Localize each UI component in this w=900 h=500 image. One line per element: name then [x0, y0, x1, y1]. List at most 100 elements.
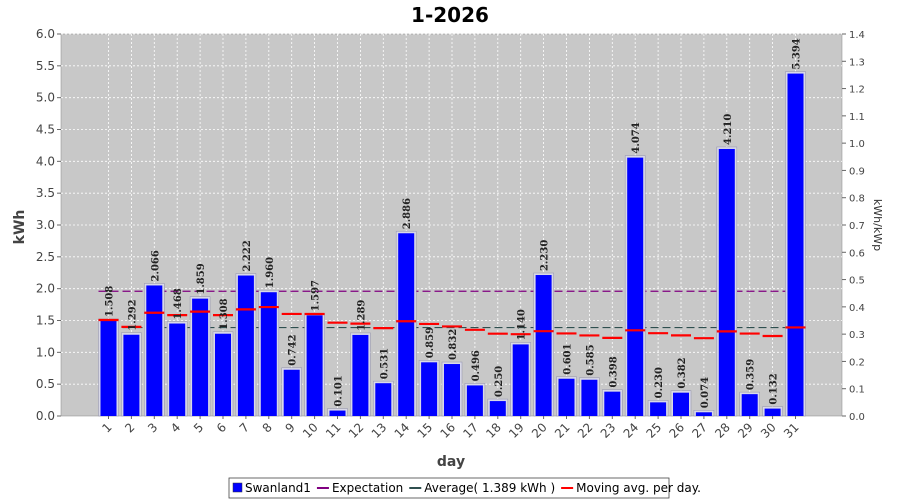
y2-tick-label: 0.9	[849, 166, 865, 177]
y-tick-label: 4.0	[36, 154, 55, 168]
x-tick-label: 27	[689, 420, 710, 441]
x-tick-label: 15	[415, 420, 436, 441]
bar	[741, 394, 758, 416]
y2-tick-label: 0.6	[849, 248, 865, 259]
y-tick-label: 5.0	[36, 91, 55, 105]
legend-label: Expectation	[332, 481, 403, 495]
data-label: 5.394	[792, 38, 803, 69]
bar	[352, 334, 369, 416]
legend-label: Swanland1	[245, 481, 311, 495]
x-tick-label: 8	[260, 420, 275, 435]
x-tick-label: 9	[283, 420, 298, 435]
y2-tick-label: 0.7	[849, 221, 865, 232]
x-tick-label: 2	[122, 420, 137, 435]
x-tick-label: 19	[506, 420, 527, 441]
legend: Swanland1 Expectation Average( 1.389 kWh )…	[228, 477, 701, 499]
x-tick-label: 10	[300, 420, 321, 441]
chart-title: 1-2026	[411, 3, 489, 27]
x-tick-label: 6	[214, 420, 229, 435]
data-label: 0.074	[700, 377, 711, 408]
y2-tick-label: 0.2	[849, 357, 865, 368]
data-label: 1.508	[105, 286, 116, 317]
data-label: 0.742	[288, 334, 299, 365]
x-tick-label: 13	[369, 420, 390, 441]
bar	[787, 73, 804, 416]
bar	[673, 392, 689, 416]
data-label: 0.496	[471, 350, 482, 381]
data-label: 0.250	[494, 366, 505, 397]
x-tick-label: 18	[483, 420, 504, 441]
x-tick-label: 3	[145, 420, 160, 435]
x-tick-label: 25	[644, 420, 665, 441]
legend-box	[228, 477, 670, 499]
y-axis-ticks: 0.0 0.5 1.0 1.5 2.0 2.5 3.0 3.5 4.0 4.5 5.0 5.5 6.0	[36, 27, 61, 423]
bar	[260, 292, 277, 416]
y-tick-label: 6.0	[36, 27, 55, 41]
bar	[237, 275, 254, 416]
bar	[375, 383, 392, 416]
data-label: 2.230	[540, 240, 551, 271]
bar	[146, 285, 163, 416]
legend-label: Average( 1.389 kWh )	[424, 481, 555, 495]
legend-swatch	[232, 482, 243, 493]
y2-tick-label: 1.1	[849, 112, 865, 123]
y-tick-label: 2.0	[36, 282, 55, 296]
y-tick-label: 0.5	[36, 377, 55, 391]
x-axis-ticks: 1 2 3 4 5 6 7 8 9 10 11 12 13 14 15 16 17 18 19 20 21 22 23 24 2…	[99, 416, 802, 441]
data-label: 0.230	[654, 367, 665, 398]
data-label: 0.101	[334, 375, 345, 406]
bar	[283, 369, 300, 416]
x-tick-label: 14	[392, 420, 413, 441]
data-label: 1.292	[127, 299, 138, 330]
bars	[98, 71, 806, 417]
bar	[581, 379, 598, 416]
bar	[695, 412, 712, 416]
x-tick-label: 22	[575, 420, 596, 441]
x-tick-label: 4	[168, 420, 183, 435]
x-tick-label: 20	[529, 420, 550, 441]
y2-tick-label: 1.3	[849, 57, 865, 68]
x-tick-label: 30	[758, 420, 779, 441]
data-label: 1.308	[219, 298, 230, 329]
bar	[123, 334, 140, 416]
y2-axis-label: kWh/kWp	[871, 199, 884, 251]
bar	[329, 410, 346, 416]
legend-label: Moving avg. per day.	[576, 481, 701, 495]
data-label: 1.960	[265, 257, 276, 288]
x-tick-label: 23	[598, 420, 619, 441]
y-axis-label: kWh	[12, 210, 28, 245]
bar	[627, 157, 644, 416]
data-label: 1.597	[311, 280, 322, 311]
data-label: 1.289	[356, 300, 367, 331]
y2-axis-ticks: 0.0 0.1 0.2 0.3 0.4 0.5 0.6 0.7 0.8 0.9 1.0 1.1 1.2 1…	[842, 30, 865, 423]
bar	[650, 402, 667, 416]
moving-average-marks	[98, 305, 806, 340]
bar	[718, 148, 735, 417]
y2-tick-label: 0.1	[849, 385, 865, 396]
data-label: 0.601	[563, 343, 574, 374]
x-tick-label: 26	[666, 420, 687, 441]
bar	[535, 275, 552, 416]
data-label: 1.140	[517, 309, 528, 340]
bar	[444, 364, 460, 416]
bar	[192, 298, 209, 416]
x-tick-label: 29	[735, 420, 756, 441]
y-tick-label: 0.0	[36, 409, 55, 423]
data-label: 2.222	[242, 240, 253, 271]
bar	[512, 344, 529, 416]
x-axis-label: day	[437, 454, 465, 470]
data-label: 4.074	[631, 122, 642, 153]
y2-tick-label: 0.5	[849, 276, 865, 287]
bar	[604, 391, 621, 416]
y-tick-label: 3.0	[36, 218, 55, 232]
y2-tick-label: 0.0	[849, 412, 865, 423]
data-label: 2.886	[402, 198, 413, 229]
x-tick-label: 17	[460, 420, 481, 441]
y2-tick-label: 0.8	[849, 194, 865, 205]
bar	[558, 378, 575, 416]
x-tick-label: 16	[437, 420, 458, 441]
bar	[398, 233, 415, 416]
data-label: 0.832	[448, 329, 459, 360]
y2-tick-label: 1.4	[849, 30, 865, 41]
bar	[466, 385, 483, 416]
